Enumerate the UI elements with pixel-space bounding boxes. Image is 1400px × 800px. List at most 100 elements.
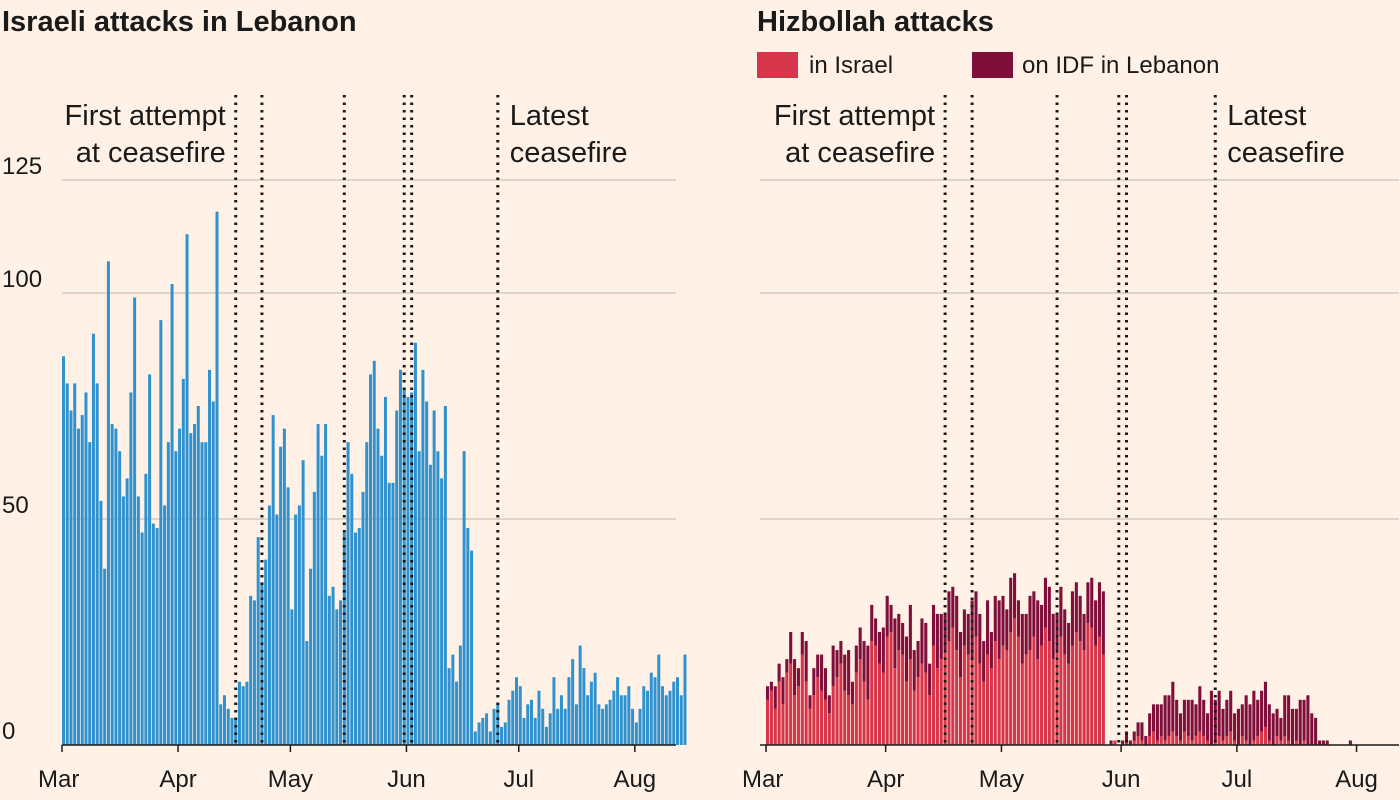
chart1-bar-in-israel — [1063, 654, 1067, 745]
chart1-bar-on-idf — [1024, 613, 1028, 655]
chart0-bar — [279, 446, 283, 745]
chart1-bar-on-idf — [978, 613, 982, 664]
chart0-bar — [421, 369, 425, 745]
chart0-bar — [219, 704, 223, 745]
chart1-bar-on-idf — [908, 604, 912, 660]
chart1-bar-in-israel — [1067, 663, 1071, 745]
chart1-bar-on-idf — [1043, 577, 1047, 628]
chart1-bar-in-israel — [773, 708, 777, 745]
chart0-bar — [114, 428, 118, 745]
chart1-bar-on-idf — [912, 650, 916, 691]
chart1-bar-in-israel — [1233, 740, 1237, 745]
chart1-bar-on-idf — [901, 622, 905, 655]
chart1-bar-in-israel — [951, 627, 955, 745]
chart1-bar-on-idf — [982, 641, 986, 682]
chart0-bar — [567, 677, 571, 745]
chart1-bar-in-israel — [1009, 632, 1013, 745]
legend-label-in-israel: in Israel — [809, 52, 893, 79]
chart0-bar — [309, 568, 313, 745]
chart1-bar-on-idf — [1121, 740, 1125, 745]
chart1-bar-on-idf — [858, 627, 862, 660]
chart0-bar — [361, 491, 365, 745]
chart1-bar-on-idf — [1005, 609, 1009, 651]
chart1-bar-on-idf — [1028, 595, 1032, 651]
chart1-bar-in-israel — [1113, 740, 1117, 745]
chart1-bar-in-israel — [843, 690, 847, 745]
chart1-bar-in-israel — [904, 681, 909, 745]
chart1-bar-in-israel — [1124, 740, 1129, 745]
chart0-bar — [477, 722, 481, 745]
chart1-bar-on-idf — [781, 677, 785, 705]
chart1-bar-on-idf — [1074, 582, 1078, 632]
chart1-bar-on-idf — [785, 659, 789, 673]
chart1-bar-on-idf — [1171, 681, 1175, 732]
chart1-bar-in-israel — [1256, 735, 1260, 745]
chart1-bar-on-idf — [839, 641, 843, 664]
chart0-bar — [88, 442, 92, 745]
chart1-bar-in-israel — [1240, 735, 1244, 745]
chart0-bar — [80, 415, 84, 745]
chart1-bar-in-israel — [793, 695, 797, 745]
chart0-bar — [136, 496, 140, 745]
chart1-bar-on-idf — [989, 632, 993, 669]
chart0-bar — [339, 600, 343, 745]
chart1-bar-on-idf — [1321, 740, 1325, 745]
chart1-bar-on-idf — [1310, 713, 1314, 745]
chart1-bar-on-idf — [935, 613, 939, 669]
chart1-bar-in-israel — [816, 677, 820, 745]
chart1-bar-on-idf — [1221, 708, 1225, 741]
chart0-bar — [376, 428, 380, 745]
chart0-bar — [552, 677, 556, 745]
chart1-bar-in-israel — [1202, 735, 1206, 745]
chart1-bar-in-israel — [997, 659, 1001, 745]
chart1-bar-on-idf — [1124, 731, 1129, 741]
chart1-bar-in-israel — [839, 663, 843, 745]
chart0-bar — [290, 609, 294, 745]
chart0-bar — [559, 695, 563, 745]
right-chart-legend: in Israel on IDF in Lebanon — [757, 52, 1219, 79]
chart1-bar-on-idf — [931, 604, 936, 646]
chart0-bar — [473, 731, 477, 745]
chart1-bar-on-idf — [831, 645, 835, 687]
chart1-bar-in-israel — [931, 645, 936, 745]
chart1-bar-in-israel — [928, 695, 932, 745]
chart1-bar-in-israel — [858, 659, 862, 745]
chart0-bar — [140, 532, 144, 745]
chart1-bar-in-israel — [777, 681, 781, 745]
chart1-bar-in-israel — [1225, 735, 1229, 745]
chart1-bar-in-israel — [1097, 636, 1102, 745]
chart1-bar-in-israel — [796, 686, 800, 745]
chart0-bar — [159, 320, 163, 745]
chart0-bar — [481, 717, 485, 745]
chart1-bar-on-idf — [1132, 731, 1136, 741]
chart1-bar-on-idf — [1325, 740, 1329, 745]
chart1-bar-on-idf — [939, 613, 943, 660]
chart0-bar — [529, 699, 533, 745]
chart0-bar — [642, 686, 646, 745]
chart1-bar-on-idf — [766, 686, 770, 700]
chart0-bar — [170, 283, 174, 745]
chart0-bar — [320, 455, 324, 745]
chart1-bar-in-israel — [1043, 627, 1047, 745]
chart1-bar-on-idf — [1090, 577, 1094, 628]
chart0-bar — [335, 609, 339, 745]
chart1-bar-on-idf — [1283, 695, 1287, 736]
chart1-bar-in-israel — [1194, 735, 1198, 745]
chart1-bar-in-israel — [874, 645, 878, 745]
chart1-bar-on-idf — [1244, 695, 1248, 741]
chart1-bar-on-idf — [1040, 604, 1044, 646]
chart0-bar — [492, 708, 496, 745]
chart1-bar-on-idf — [1067, 622, 1071, 664]
chart0-bar — [208, 369, 212, 745]
chart1-bar-in-israel — [1055, 650, 1059, 745]
chart0-bar — [664, 695, 668, 745]
chart1-bar-in-israel — [1163, 740, 1167, 745]
chart0-bar — [440, 478, 444, 745]
chart0-ytick-label-100: 100 — [2, 266, 42, 293]
chart1-bar-in-israel — [1229, 731, 1233, 745]
chart1-annotation-label: First attempt — [774, 100, 935, 132]
chart0-bar — [271, 415, 275, 745]
chart1-bar-in-israel — [1244, 740, 1248, 745]
chart1-bar-in-israel — [1040, 645, 1044, 745]
